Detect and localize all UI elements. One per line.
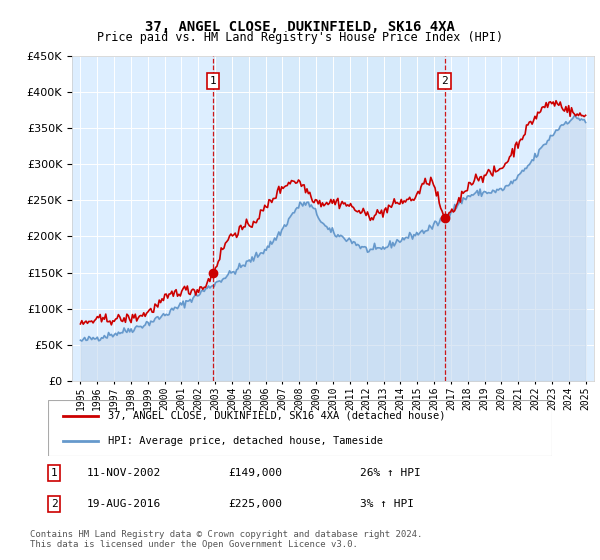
Text: 3% ↑ HPI: 3% ↑ HPI bbox=[360, 499, 414, 509]
Text: 11-NOV-2002: 11-NOV-2002 bbox=[87, 468, 161, 478]
Text: £149,000: £149,000 bbox=[228, 468, 282, 478]
Text: £225,000: £225,000 bbox=[228, 499, 282, 509]
Text: 26% ↑ HPI: 26% ↑ HPI bbox=[360, 468, 421, 478]
Text: This data is licensed under the Open Government Licence v3.0.: This data is licensed under the Open Gov… bbox=[30, 540, 358, 549]
Text: 2: 2 bbox=[441, 76, 448, 86]
Text: HPI: Average price, detached house, Tameside: HPI: Average price, detached house, Tame… bbox=[109, 436, 383, 446]
Text: 37, ANGEL CLOSE, DUKINFIELD, SK16 4XA (detached house): 37, ANGEL CLOSE, DUKINFIELD, SK16 4XA (d… bbox=[109, 410, 446, 421]
Text: 37, ANGEL CLOSE, DUKINFIELD, SK16 4XA: 37, ANGEL CLOSE, DUKINFIELD, SK16 4XA bbox=[145, 20, 455, 34]
Bar bbox=[213, 56, 445, 381]
Text: 19-AUG-2016: 19-AUG-2016 bbox=[87, 499, 161, 509]
Text: 2: 2 bbox=[50, 499, 58, 509]
Text: 1: 1 bbox=[209, 76, 217, 86]
Text: 1: 1 bbox=[50, 468, 58, 478]
Text: Contains HM Land Registry data © Crown copyright and database right 2024.: Contains HM Land Registry data © Crown c… bbox=[30, 530, 422, 539]
Text: Price paid vs. HM Land Registry's House Price Index (HPI): Price paid vs. HM Land Registry's House … bbox=[97, 31, 503, 44]
